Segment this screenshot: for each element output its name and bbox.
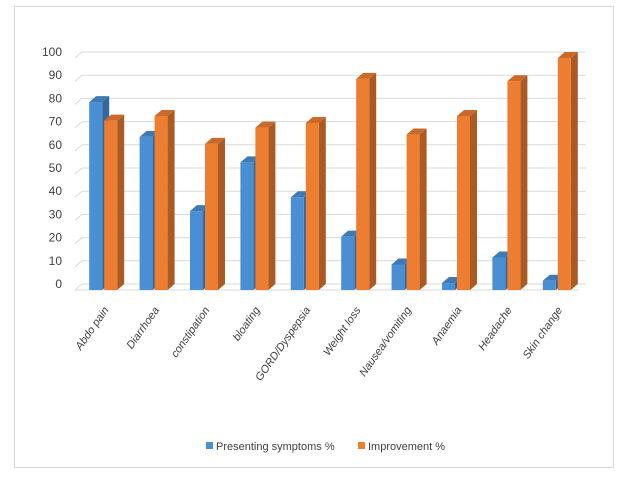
gridline-depth: [74, 237, 83, 244]
x-tick-label: Headache: [476, 305, 515, 353]
gridline-depth: [74, 283, 83, 291]
gridline-depth: [74, 98, 83, 105]
gridline-depth: [74, 121, 83, 128]
y-tick-label: 20: [49, 231, 63, 245]
legend-swatch: [206, 442, 213, 449]
gridline-depth: [74, 214, 83, 221]
x-tick-label: Weight loss: [321, 304, 364, 358]
x-tick-label: Nausea/vomiting: [357, 304, 414, 379]
y-tick-label: 40: [49, 184, 63, 198]
legend-swatch: [358, 442, 365, 449]
x-tick-label: constipation: [169, 305, 213, 360]
bar-improvement: [205, 137, 225, 290]
y-tick-label: 0: [55, 277, 62, 291]
gridline-depth: [74, 190, 83, 198]
bar-improvement: [104, 114, 125, 290]
y-tick-label: 30: [49, 207, 63, 221]
bar-improvement: [406, 128, 427, 290]
legend-label: Improvement %: [368, 441, 445, 453]
x-tick-label: Skin change: [521, 305, 566, 361]
y-tick-label: 50: [49, 161, 63, 175]
bar-improvement: [305, 116, 326, 291]
x-tick-label: Anaemia: [429, 305, 464, 348]
y-tick-label: 70: [49, 115, 63, 129]
x-tick-label: GORD/Dyspepsia: [253, 305, 313, 383]
legend-item: Improvement %: [358, 441, 445, 453]
bar-improvement: [356, 72, 377, 290]
gridline-depth: [74, 260, 83, 268]
y-tick-label: 80: [49, 91, 63, 105]
bar-improvement: [557, 52, 578, 290]
x-axis: Abdo pain Diarrhoea constipation bloatingGO…: [73, 304, 565, 383]
y-tick-label: 60: [49, 138, 63, 152]
bar-improvement: [507, 75, 528, 290]
gridline-depth: [74, 74, 83, 82]
gridline-depth: [74, 144, 83, 152]
gridline-depth: [74, 51, 83, 59]
x-tick-label: bloating: [231, 304, 263, 343]
bar-improvement: [154, 110, 175, 290]
gridline-depth: [74, 167, 83, 175]
y-tick-label: 100: [42, 45, 62, 59]
legend-label: Presenting symptoms %: [216, 441, 335, 453]
y-tick-label: 90: [49, 68, 63, 82]
bars: [89, 52, 578, 291]
y-axis: 0 10 20 30 40 50 60 70 80 90 100: [42, 45, 62, 291]
bar-improvement: [457, 110, 477, 290]
legend-item: Presenting symptoms %: [206, 441, 335, 453]
x-tick-label: Abdo pain: [73, 305, 112, 353]
y-tick-label: 10: [49, 254, 63, 268]
x-tick-label: Diarrhoea: [125, 305, 163, 351]
bar-improvement: [255, 121, 276, 290]
legend: Presenting symptoms % Improvement %: [206, 441, 445, 453]
